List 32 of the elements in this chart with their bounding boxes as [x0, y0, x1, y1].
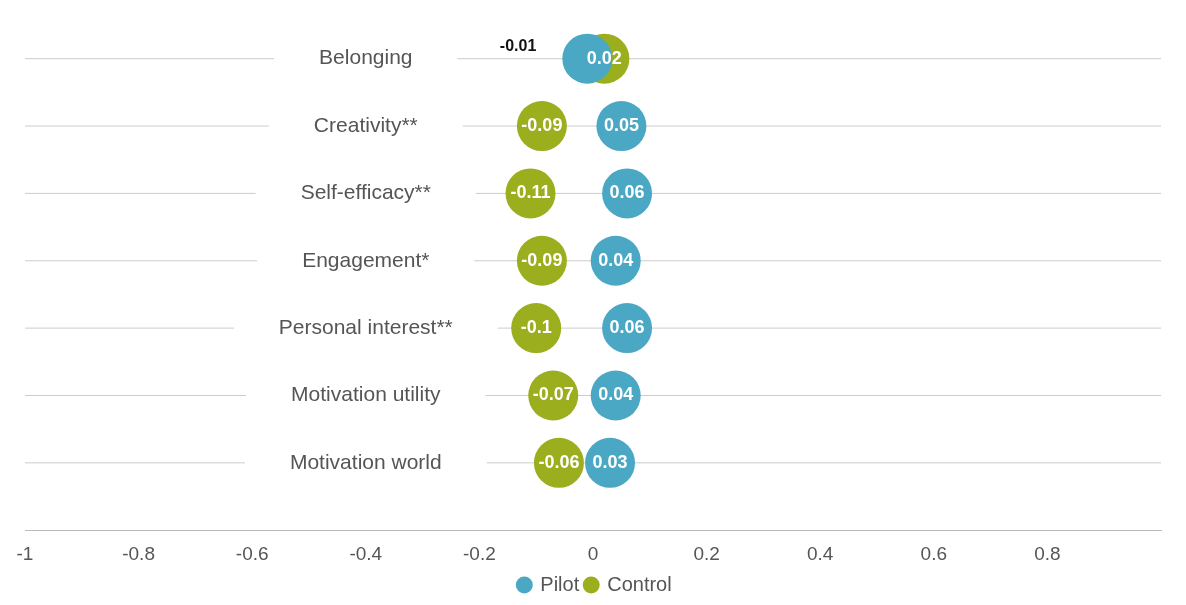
x-tick-label: 0.2: [693, 542, 720, 564]
y-tick-label: Motivation utility: [291, 382, 441, 406]
data-label: 0.05: [603, 115, 639, 136]
data-label: 0.04: [598, 384, 634, 405]
data-label: -0.09: [521, 249, 563, 270]
data-label: -0.01: [499, 37, 537, 55]
legend-label: Control: [607, 572, 672, 595]
data-label: -0.11: [510, 182, 551, 203]
x-tick-label: -0.8: [122, 542, 155, 564]
x-tick-label: -0.6: [235, 542, 269, 564]
y-tick-label: Motivation world: [289, 449, 442, 473]
data-label: 0.06: [609, 317, 645, 338]
x-tick-label: 0.6: [920, 542, 948, 564]
data-label: -0.1: [520, 317, 552, 338]
data-label: 0.04: [598, 249, 634, 270]
x-tick-label: 0.8: [1034, 542, 1061, 564]
y-tick-label: Belonging: [319, 45, 413, 69]
data-label: -0.06: [538, 451, 580, 472]
data-label: 0.03: [592, 451, 628, 472]
legend-label: Pilot: [540, 572, 580, 595]
y-tick-label: Personal interest**: [278, 314, 453, 338]
y-tick-label: Creativity**: [313, 112, 418, 136]
y-tick-label: Engagement*: [302, 247, 430, 271]
x-tick-label: -1: [16, 542, 34, 564]
x-tick-label: 0: [587, 542, 599, 564]
x-tick-label: -0.4: [349, 542, 383, 564]
y-tick-label: Self-efficacy**: [300, 180, 431, 204]
data-label: 0.06: [609, 182, 645, 203]
x-tick-label: 0.4: [806, 542, 834, 564]
data-label: -0.09: [521, 115, 563, 136]
x-tick-label: -0.2: [463, 542, 496, 564]
data-label: -0.07: [532, 384, 574, 405]
